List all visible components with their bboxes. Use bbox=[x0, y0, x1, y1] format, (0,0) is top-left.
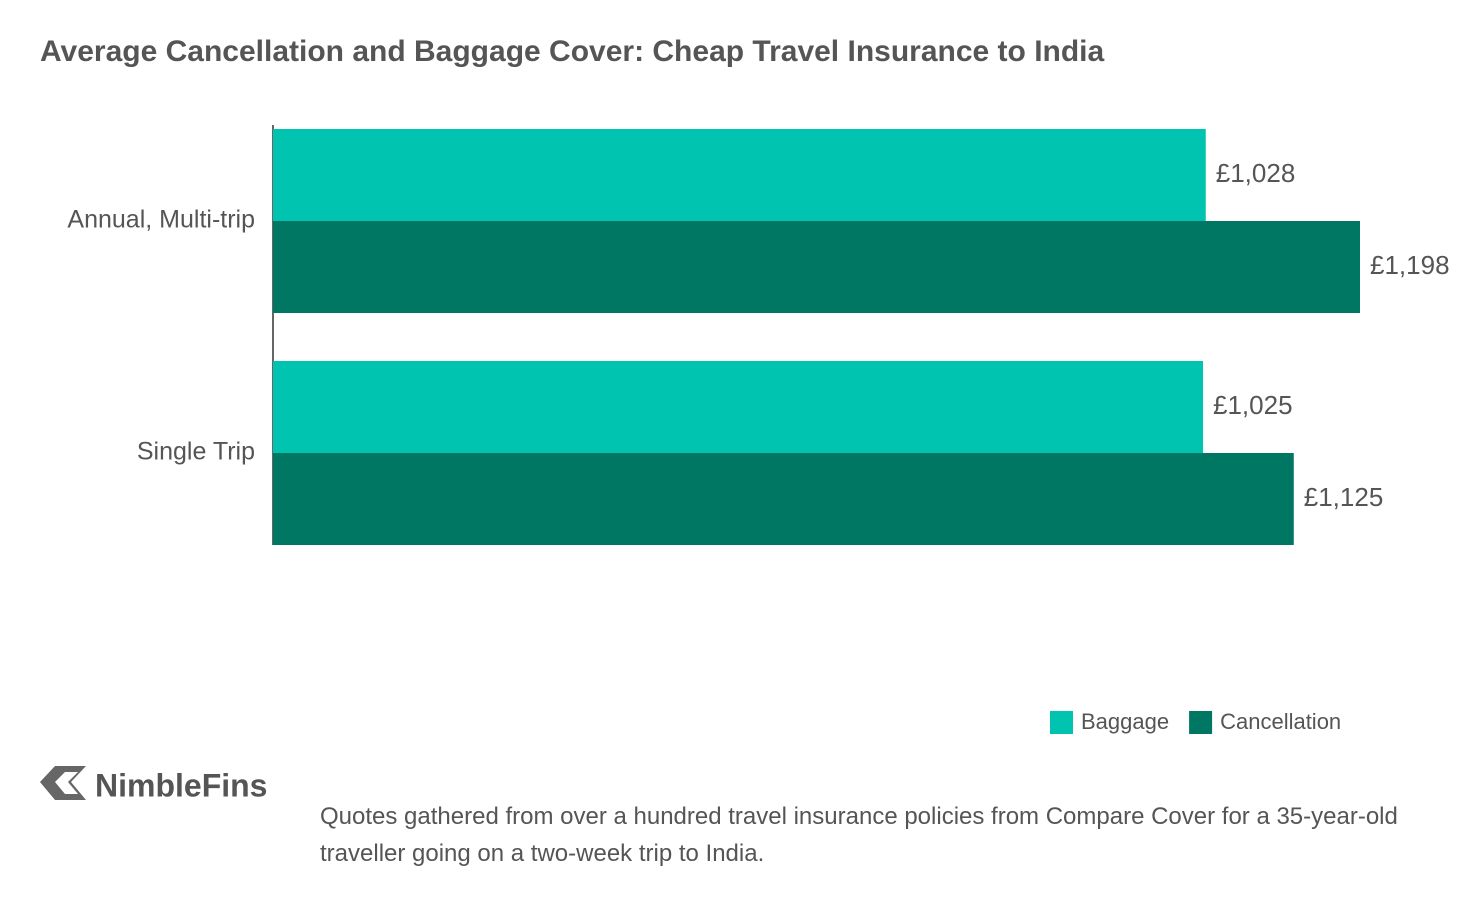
source-note: Quotes gathered from over a hundred trav… bbox=[320, 803, 1398, 867]
chart-title: Average Cancellation and Baggage Cover: … bbox=[40, 35, 1105, 68]
logo-icon-inner bbox=[55, 772, 78, 794]
y-tick-label: Annual, Multi-trip bbox=[67, 206, 255, 234]
data-label: £1,198 bbox=[1370, 250, 1450, 280]
data-label: £1,028 bbox=[1216, 158, 1296, 188]
legend-swatch bbox=[1050, 711, 1073, 734]
legend-label: Baggage bbox=[1081, 709, 1169, 734]
bar bbox=[273, 453, 1294, 545]
logo-text: NimbleFins bbox=[95, 767, 267, 803]
y-tick-label: Single Trip bbox=[137, 438, 255, 466]
legend-swatch bbox=[1189, 711, 1213, 734]
bar bbox=[273, 361, 1204, 453]
bar bbox=[273, 129, 1206, 221]
data-label: £1,125 bbox=[1304, 482, 1384, 512]
bar bbox=[273, 221, 1360, 313]
data-label: £1,025 bbox=[1213, 390, 1293, 420]
legend-label: Cancellation bbox=[1220, 709, 1341, 734]
